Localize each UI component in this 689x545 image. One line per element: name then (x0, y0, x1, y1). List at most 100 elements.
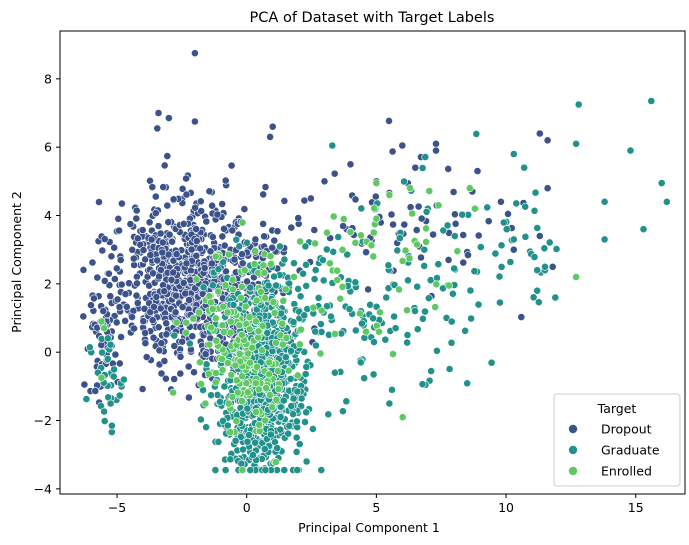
point-dropout-554 (220, 241, 229, 250)
point-graduate-947 (450, 264, 459, 273)
point-enrolled-185 (212, 336, 221, 345)
point-dropout-1041 (266, 132, 274, 141)
point-dropout-548 (133, 299, 142, 307)
point-enrolled-242 (362, 327, 370, 336)
point-graduate-982 (98, 348, 106, 357)
point-enrolled-126 (267, 259, 275, 268)
point-enrolled-162 (226, 328, 235, 337)
point-graduate-766 (319, 276, 328, 285)
point-dropout-68 (115, 226, 123, 235)
point-graduate-327 (246, 466, 255, 474)
point-dropout-465 (221, 176, 230, 185)
point-graduate-372 (292, 447, 301, 456)
legend-label-graduate: Graduate (601, 443, 660, 458)
point-dropout-1022 (400, 220, 409, 229)
point-dropout-538 (168, 237, 176, 246)
point-graduate-752 (296, 292, 305, 301)
point-dropout-348 (132, 272, 141, 281)
point-graduate-795 (285, 279, 294, 288)
point-enrolled-228 (351, 238, 360, 247)
point-graduate-965 (422, 207, 431, 216)
point-graduate-807 (334, 233, 343, 241)
point-dropout-153 (205, 187, 214, 196)
point-enrolled-236 (465, 184, 474, 193)
point-enrolled-118 (252, 296, 261, 305)
point-dropout-562 (184, 362, 193, 371)
point-dropout-994 (444, 164, 453, 173)
point-dropout-1051 (346, 160, 355, 169)
point-graduate-1007 (572, 139, 580, 148)
point-graduate-945 (530, 206, 539, 215)
point-graduate-782 (272, 281, 280, 290)
point-dropout-624 (172, 250, 181, 259)
point-enrolled-105 (253, 362, 261, 371)
point-graduate-932 (448, 289, 457, 298)
point-graduate-997 (109, 372, 118, 381)
point-enrolled-76 (218, 321, 227, 330)
point-dropout-640 (155, 346, 164, 355)
point-enrolled-231 (338, 282, 347, 291)
point-dropout-660 (178, 303, 187, 311)
point-dropout-632 (181, 289, 190, 298)
y-tick-label: 4 (44, 208, 52, 223)
point-graduate-794 (199, 283, 208, 292)
point-dropout-791 (260, 232, 268, 241)
point-dropout-600 (139, 246, 148, 254)
point-graduate-197 (324, 410, 333, 419)
point-graduate-410 (202, 423, 210, 432)
point-graduate-809 (393, 246, 402, 255)
point-graduate-1019 (533, 266, 542, 275)
point-dropout-992 (213, 210, 222, 219)
point-enrolled-77 (240, 266, 249, 275)
legend-box (553, 393, 681, 487)
point-dropout-81 (98, 246, 107, 255)
point-graduate-715 (214, 265, 223, 274)
point-graduate-946 (521, 202, 530, 211)
point-enrolled-115 (235, 321, 244, 330)
point-graduate-964 (531, 188, 540, 197)
point-enrolled-182 (266, 390, 274, 399)
point-graduate-939 (450, 232, 459, 240)
point-graduate-1025 (356, 358, 365, 367)
point-graduate-632 (232, 235, 241, 244)
point-graduate-725 (246, 283, 255, 292)
point-dropout-986 (459, 231, 468, 239)
point-dropout-1031 (451, 219, 460, 228)
point-dropout-1040 (268, 122, 277, 131)
point-graduate-986 (100, 417, 109, 425)
point-graduate-294 (302, 408, 311, 417)
point-graduate-1011 (600, 197, 609, 206)
point-dropout-879 (176, 352, 185, 361)
point-enrolled-224 (432, 280, 441, 289)
point-graduate-968 (497, 241, 506, 250)
point-enrolled-134 (252, 408, 260, 416)
point-graduate-951 (499, 218, 508, 227)
point-dropout-237 (114, 214, 123, 223)
point-graduate-864 (487, 358, 496, 367)
point-graduate-851 (301, 242, 310, 251)
point-enrolled-128 (251, 247, 259, 255)
x-tick-label: 0 (243, 500, 251, 515)
point-enrolled-122 (238, 218, 247, 227)
point-dropout-826 (218, 232, 227, 241)
point-enrolled-146 (219, 302, 228, 311)
point-enrolled-205 (329, 212, 338, 221)
point-enrolled-199 (425, 187, 434, 195)
y-tick-label: 8 (44, 71, 52, 86)
point-dropout-206 (270, 236, 279, 245)
point-dropout-873 (200, 263, 209, 272)
point-dropout-853 (160, 357, 169, 365)
point-graduate-834 (323, 302, 331, 311)
point-enrolled-203 (408, 209, 417, 218)
point-dropout-875 (243, 277, 251, 286)
point-dropout-1042 (398, 141, 407, 150)
point-enrolled-97 (256, 287, 265, 296)
point-graduate-914 (400, 177, 408, 186)
point-graduate-607 (289, 394, 298, 403)
point-dropout-503 (122, 302, 131, 311)
point-graduate-969 (357, 319, 366, 328)
point-enrolled-216 (401, 246, 410, 255)
point-enrolled-110 (268, 403, 277, 412)
point-enrolled-214 (331, 329, 339, 338)
point-dropout-1046 (543, 136, 552, 145)
